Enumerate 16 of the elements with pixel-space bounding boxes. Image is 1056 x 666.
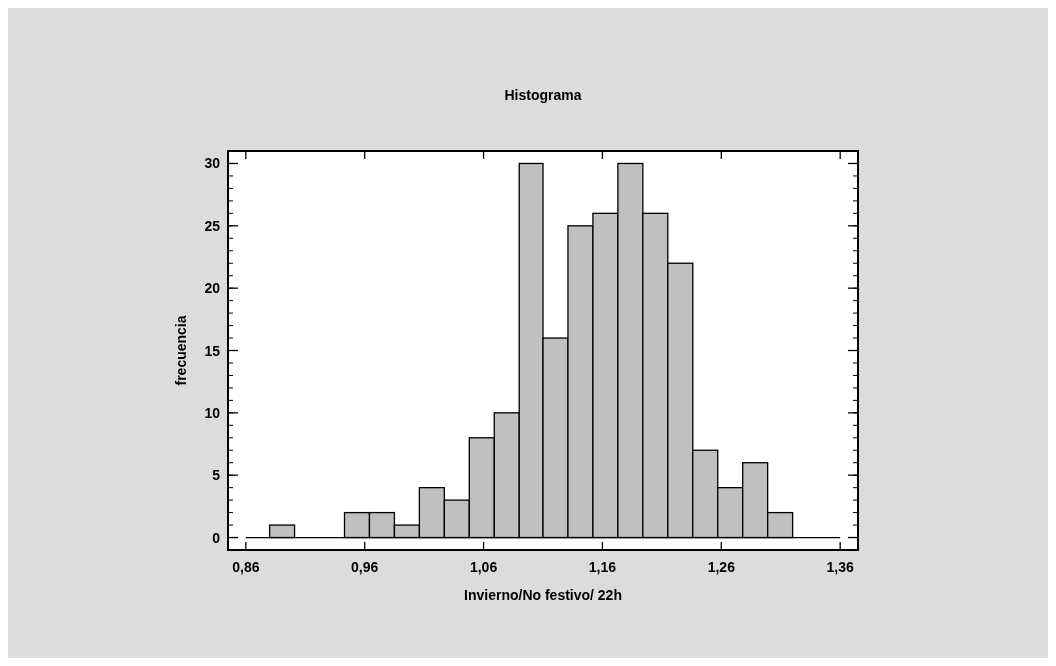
y-axis-title: frecuencia: [173, 315, 189, 386]
y-tick-label: 10: [204, 404, 221, 421]
y-tick-label: 0: [212, 529, 221, 546]
y-tick-label: 20: [204, 280, 221, 297]
y-tick-label: 5: [212, 467, 221, 484]
x-axis-title: Invierno/No festivo/ 22h: [464, 587, 622, 603]
x-tick-label: 0,96: [351, 559, 379, 575]
y-tick-label: 25: [204, 217, 221, 234]
x-tick-label: 0,86: [232, 559, 260, 575]
chart-title: Histograma: [504, 87, 582, 103]
x-tick-label: 1,36: [826, 559, 855, 575]
x-tick-label: 1,26: [707, 559, 736, 575]
y-tick-label: 30: [204, 155, 221, 172]
x-tick-label: 1,16: [588, 559, 617, 575]
y-tick-label: 15: [204, 342, 221, 359]
x-tick-label: 1,06: [469, 559, 498, 575]
